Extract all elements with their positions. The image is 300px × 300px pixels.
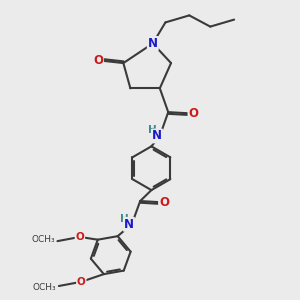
Text: O: O <box>76 232 84 242</box>
Text: N: N <box>148 37 158 50</box>
Text: O: O <box>93 54 103 67</box>
Text: N: N <box>152 130 162 142</box>
Text: OCH₃: OCH₃ <box>32 283 56 292</box>
Text: O: O <box>159 196 169 209</box>
Text: O: O <box>188 107 199 120</box>
Text: N: N <box>124 218 134 231</box>
Text: OCH₃: OCH₃ <box>31 235 55 244</box>
Text: H: H <box>120 214 129 224</box>
Text: H: H <box>148 125 157 135</box>
Text: O: O <box>77 277 86 287</box>
